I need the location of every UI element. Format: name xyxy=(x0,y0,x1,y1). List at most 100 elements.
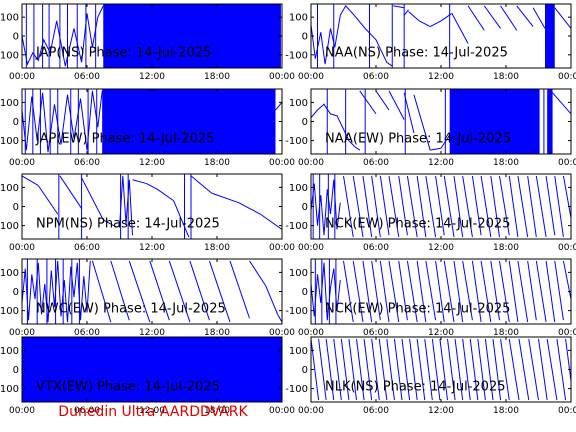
phase-ramp xyxy=(451,13,469,44)
phase-ramp xyxy=(229,260,250,319)
y-tick-label: 100 xyxy=(289,268,308,279)
phase-ramp xyxy=(149,260,170,321)
phase-ramp xyxy=(562,175,571,219)
x-tick-label: 00:00 xyxy=(269,158,295,168)
panel-2: 100 0 -100 00:00 06:00 12:00 18:00 00:00 NAA(NS)… xyxy=(285,3,576,82)
y-tick-label: 100 xyxy=(289,183,308,194)
phase-ramp xyxy=(462,338,471,401)
x-tick-label: 06:00 xyxy=(74,72,100,82)
phase-ramp xyxy=(59,175,82,209)
y-tick-label: 0 xyxy=(13,287,19,298)
y-tick-label: 100 xyxy=(0,13,19,24)
panel-title: NPM(NS) Phase: 14-Jul-2025 xyxy=(36,216,220,231)
phase-ramp xyxy=(359,90,377,115)
y-tick-label: 0 xyxy=(302,117,308,128)
y-tick-label: 0 xyxy=(302,202,308,213)
phase-ramp xyxy=(545,260,556,323)
panel-title: NAA(EW) Phase: 14-Jul-2025 xyxy=(325,131,511,146)
x-tick-label: 06:00 xyxy=(74,406,100,416)
x-tick-label: 00:00 xyxy=(9,72,35,82)
phase-trace xyxy=(311,103,361,151)
phase-ramp xyxy=(81,177,104,221)
phase-ramp xyxy=(91,260,112,323)
phase-ramp xyxy=(484,338,494,401)
phase-ramp xyxy=(517,175,529,238)
phase-ramp xyxy=(490,260,500,321)
phase-ramp xyxy=(518,338,530,401)
panel-9: 100 0 -100 00:00 06:00 12:00 18:00 00:00 VTX(EW)… xyxy=(0,336,295,416)
panel-title: JAP(EW) Phase: 14-Jul-2025 xyxy=(35,131,214,146)
phase-ramp xyxy=(480,260,492,323)
x-tick-label: 06:00 xyxy=(74,243,100,253)
panel-3: 100 0 -100 00:00 06:00 12:00 18:00 00:00 JAP(EW)… xyxy=(0,88,295,168)
phase-ramp xyxy=(393,338,403,401)
phase-ramp xyxy=(443,260,455,323)
phase-ramp xyxy=(462,260,473,321)
phase-ramp xyxy=(435,175,445,236)
y-tick-label: -100 xyxy=(0,50,19,61)
y-tick-label: -100 xyxy=(285,306,308,317)
phase-ramp xyxy=(238,202,261,215)
phase-trace xyxy=(22,90,103,153)
phase-ramp xyxy=(565,338,571,382)
phase-ramp xyxy=(528,338,539,401)
x-tick-label: 18:00 xyxy=(204,158,230,168)
phase-ramp xyxy=(398,175,408,236)
phase-ramp xyxy=(413,94,431,151)
y-tick-label: 0 xyxy=(13,32,19,43)
dense-trace-region xyxy=(547,89,553,154)
phase-ramp xyxy=(408,11,420,22)
phase-ramp xyxy=(483,5,501,29)
x-tick-label: 12:00 xyxy=(139,243,165,253)
phase-ramp xyxy=(406,260,418,323)
dense-trace-region xyxy=(103,4,281,68)
panel-7: 100 0 -100 00:00 06:00 12:00 18:00 00:00 NWC(EW)… xyxy=(0,258,295,338)
y-tick-label: 100 xyxy=(0,268,19,279)
phase-ramp xyxy=(275,102,282,111)
phase-ramp xyxy=(409,338,418,401)
x-tick-label: 00:00 xyxy=(558,328,576,338)
panel-10: 100 0 -100 00:00 06:00 12:00 18:00 00:00 NLK(NS)… xyxy=(285,336,576,416)
phase-ramp xyxy=(110,260,130,321)
phase-ramp xyxy=(189,260,210,321)
phase-ramp xyxy=(249,260,267,287)
phase-ramp xyxy=(362,260,373,323)
plot-area xyxy=(311,4,571,68)
phase-ramp xyxy=(146,183,158,190)
phase-ramp xyxy=(393,5,405,9)
phase-ramp xyxy=(379,260,390,323)
phase-ramp xyxy=(378,338,388,401)
x-tick-label: 00:00 xyxy=(298,72,324,82)
phase-ramp xyxy=(388,260,400,323)
phase-ramp xyxy=(440,134,451,149)
x-tick-label: 06:00 xyxy=(363,406,389,416)
phase-ramp xyxy=(429,20,442,28)
x-tick-label: 12:00 xyxy=(139,406,165,416)
x-tick-label: 00:00 xyxy=(269,406,295,416)
phase-ramp xyxy=(190,175,212,194)
x-tick-label: 00:00 xyxy=(298,243,324,253)
x-tick-label: 12:00 xyxy=(428,243,454,253)
y-tick-label: 0 xyxy=(13,365,19,376)
phase-ramp xyxy=(419,20,431,28)
y-tick-label: 0 xyxy=(302,365,308,376)
x-tick-label: 18:00 xyxy=(204,328,230,338)
y-tick-label: -100 xyxy=(285,50,308,61)
phase-ramp xyxy=(447,338,456,401)
phase-ramp xyxy=(277,314,282,323)
phase-ramp xyxy=(416,175,427,238)
x-tick-label: 06:00 xyxy=(363,158,389,168)
phase-ramp xyxy=(352,260,364,323)
x-tick-label: 00:00 xyxy=(9,243,35,253)
phase-ramp xyxy=(403,9,409,16)
x-tick-label: 00:00 xyxy=(558,243,576,253)
y-tick-label: 0 xyxy=(302,32,308,43)
dense-trace-region xyxy=(545,4,555,68)
phase-ramp xyxy=(362,175,373,238)
phase-ramp xyxy=(535,175,547,238)
panel-title: VTX(EW) Phase: 14-Jul-2025 xyxy=(36,379,220,394)
phase-ramp xyxy=(311,338,320,401)
y-tick-label: -100 xyxy=(0,306,19,317)
phase-ramp xyxy=(388,90,405,120)
phase-ramp xyxy=(490,175,500,238)
